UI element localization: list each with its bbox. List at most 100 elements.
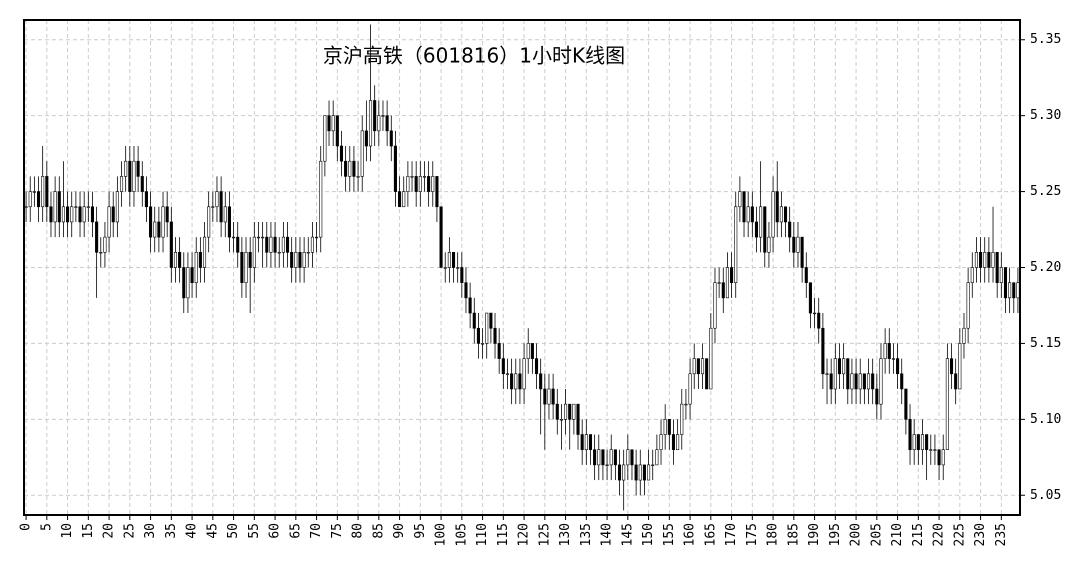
- x-tick-label: 210: [890, 523, 905, 546]
- candle-body: [144, 191, 148, 208]
- candle-body: [186, 267, 190, 299]
- x-tick-label: 205: [869, 523, 884, 546]
- candle-body: [862, 373, 866, 390]
- candle-body: [912, 434, 916, 451]
- candle-body: [70, 206, 74, 223]
- candle-body: [692, 358, 696, 375]
- candle-body: [991, 252, 995, 268]
- candle-body: [983, 252, 987, 268]
- candle-body: [730, 267, 734, 283]
- candle-body: [265, 236, 269, 253]
- candle-body: [933, 449, 937, 451]
- candle-body: [331, 115, 335, 132]
- candle-body: [916, 434, 920, 451]
- candle-body: [642, 464, 646, 481]
- candle-body: [107, 206, 111, 238]
- candle-body: [817, 312, 821, 329]
- chart-title: 京沪高铁（601816）1小时K线图: [323, 44, 625, 68]
- candle-body: [891, 358, 895, 360]
- candle-body: [530, 343, 534, 359]
- candle-body: [974, 252, 978, 268]
- candle-body: [49, 206, 53, 223]
- candle-body: [866, 373, 871, 390]
- candle-body: [676, 434, 680, 451]
- candle-body: [269, 236, 273, 253]
- candle-body: [518, 373, 522, 390]
- candle-body: [879, 358, 883, 405]
- x-tick-label: 100: [434, 523, 449, 546]
- x-tick-label: 95: [413, 523, 428, 539]
- candle-body: [564, 403, 568, 420]
- candle-body: [700, 358, 705, 375]
- candle-body: [580, 434, 584, 451]
- candle-body: [505, 373, 510, 375]
- candle-body: [842, 358, 846, 375]
- x-tick-label: 55: [247, 523, 262, 539]
- candle-body: [717, 282, 721, 284]
- candle-body: [439, 206, 443, 268]
- candle-body: [182, 267, 186, 299]
- candle-body: [273, 236, 277, 253]
- x-tick-label: 25: [122, 523, 137, 539]
- candle-body: [684, 403, 688, 406]
- candle-body: [389, 130, 393, 147]
- candle-body: [431, 176, 435, 192]
- candle-body: [493, 327, 497, 344]
- candle-body: [572, 403, 576, 420]
- candle-body: [57, 191, 61, 223]
- candle-body: [90, 206, 95, 223]
- candle-body: [198, 252, 202, 268]
- candle-body: [398, 191, 402, 208]
- candle-body: [472, 312, 476, 329]
- candle-body: [501, 358, 505, 375]
- candle-body: [759, 206, 763, 238]
- candle-body: [742, 191, 746, 223]
- candle-body: [32, 191, 36, 193]
- candle-body: [215, 191, 219, 208]
- candle-body: [256, 236, 261, 239]
- candle-body: [970, 267, 974, 283]
- x-tick-label: 80: [351, 523, 366, 539]
- candle-body: [28, 191, 32, 208]
- candle-body: [223, 206, 227, 223]
- candle-body: [456, 267, 460, 269]
- x-tick-label: 45: [205, 523, 220, 539]
- candle-body: [339, 145, 344, 162]
- candle-body: [979, 252, 983, 268]
- x-tick-label: 0: [19, 523, 34, 531]
- candle-body: [310, 236, 314, 253]
- candle-body: [555, 403, 559, 420]
- y-tick-label: 5.15: [1030, 336, 1061, 351]
- candle-body: [613, 449, 617, 466]
- candle-body: [74, 206, 78, 208]
- candle-body: [638, 464, 642, 481]
- candle-body: [377, 115, 381, 132]
- candle-body: [680, 403, 684, 435]
- candle-body: [53, 191, 57, 223]
- candle-body: [66, 206, 70, 223]
- candle-body: [588, 434, 593, 451]
- candle-body: [422, 176, 427, 178]
- candle-body: [348, 160, 352, 177]
- candle-body: [929, 449, 933, 451]
- x-tick-label: 235: [994, 523, 1009, 546]
- candle-body: [78, 206, 82, 223]
- candle-body: [543, 388, 547, 405]
- candle-body: [925, 434, 929, 451]
- candle-body: [161, 206, 165, 238]
- candles: [24, 24, 1020, 511]
- x-tick-label: 30: [143, 523, 158, 539]
- candle-body: [95, 221, 99, 253]
- candle-body: [173, 252, 178, 268]
- candle-body: [626, 449, 630, 466]
- candle-body: [783, 206, 788, 223]
- candle-body: [754, 221, 759, 238]
- candle-body: [481, 343, 485, 345]
- candle-body: [435, 176, 439, 208]
- x-tick-label: 165: [703, 523, 718, 546]
- x-tick-label: 115: [496, 523, 511, 546]
- candle-body: [82, 206, 86, 223]
- candle-body: [306, 252, 310, 254]
- candle-body: [871, 373, 875, 390]
- candle-body: [908, 419, 912, 451]
